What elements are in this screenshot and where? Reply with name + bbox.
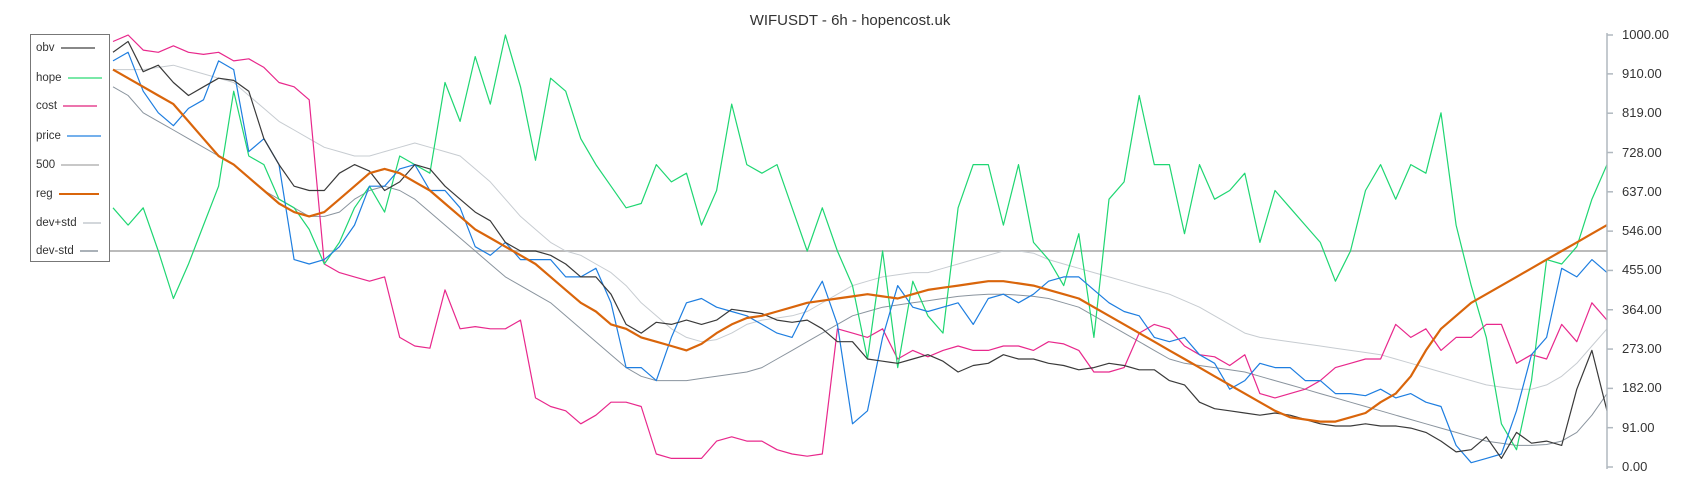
legend-swatch-hope	[67, 77, 102, 79]
legend-item-price: price	[36, 128, 101, 144]
y-tick-label: 728.00	[1622, 144, 1662, 160]
y-tick-label: 637.00	[1622, 183, 1662, 199]
legend-swatch-dev-minus-std	[79, 250, 98, 252]
y-tick-label: 364.00	[1622, 301, 1662, 317]
y-tick-label: 273.00	[1622, 341, 1662, 357]
legend-swatch-cost	[63, 105, 98, 107]
series-layer	[30, 34, 1608, 464]
legend-label: obv	[36, 42, 55, 54]
y-tick-label: 1000.00	[1622, 27, 1669, 42]
legend-label: hope	[36, 72, 62, 84]
legend-label: price	[36, 130, 61, 142]
legend-label: reg	[36, 188, 53, 200]
y-tick-label: 910.00	[1622, 65, 1662, 81]
series-dev-std	[112, 86, 1608, 446]
legend-swatch-price	[66, 135, 101, 137]
legend-item-hope: hope	[36, 70, 102, 86]
series-dev-plus-std	[113, 64, 1608, 390]
legend-label: 500	[36, 159, 56, 171]
legend-item-dev-minus-std: dev-std	[36, 243, 98, 259]
legend: obv hope cost price 500 reg dev+std dev-…	[30, 34, 110, 262]
y-tick-label: 182.00	[1622, 380, 1662, 396]
y-axis-ticks	[1607, 34, 1613, 468]
series-price	[112, 51, 1608, 464]
legend-swatch-dev-plus-std	[82, 222, 101, 224]
legend-item-obv: obv	[36, 40, 95, 56]
legend-item-reg: reg	[36, 186, 99, 202]
y-tick-label: 455.00	[1622, 262, 1662, 278]
legend-item-dev-plus-std: dev+std	[36, 215, 101, 231]
y-tick-label: 819.00	[1622, 105, 1662, 121]
legend-item-cost: cost	[36, 98, 98, 114]
legend-label: cost	[36, 100, 58, 112]
legend-swatch-obv	[60, 47, 95, 49]
legend-swatch-reg	[58, 193, 99, 195]
legend-label: dev-std	[36, 245, 74, 257]
series-obv	[112, 40, 1608, 459]
series-reg	[112, 68, 1608, 423]
legend-label: dev+std	[36, 217, 77, 229]
series-hope	[112, 34, 1608, 451]
legend-swatch-500	[61, 164, 100, 166]
chart-title: WIFUSDT - 6h - hopencost.uk	[749, 12, 951, 29]
y-tick-label: 0.00	[1622, 459, 1648, 474]
legend-item-500: 500	[36, 157, 100, 173]
y-tick-label: 91.00	[1622, 419, 1655, 435]
series-cost	[112, 34, 1608, 459]
y-tick-label: 546.00	[1622, 223, 1662, 239]
